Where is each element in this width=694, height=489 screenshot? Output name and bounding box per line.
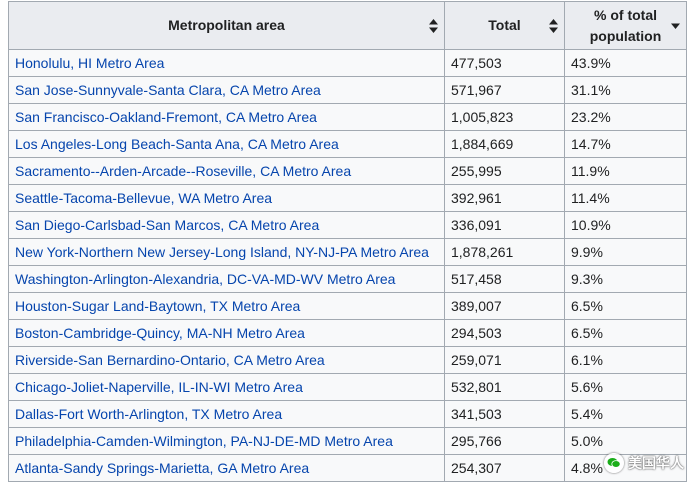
cell-metro-area: Dallas-Fort Worth-Arlington, TX Metro Ar…	[8, 400, 445, 428]
cell-percent: 23.2%	[564, 103, 687, 131]
table-row: Los Angeles-Long Beach-Santa Ana, CA Met…	[8, 130, 687, 158]
cell-percent: 5.0%	[564, 427, 687, 455]
cell-total: 294,503	[444, 319, 565, 347]
table-row: Riverside-San Bernardino-Ontario, CA Met…	[8, 346, 687, 374]
cell-total: 1,005,823	[444, 103, 565, 131]
metro-area-link[interactable]: Houston-Sugar Land-Baytown, TX Metro Are…	[15, 298, 301, 314]
cell-total: 532,801	[444, 373, 565, 401]
table-header-row: Metropolitan area Total % of total popul…	[8, 1, 687, 50]
table-row: San Francisco-Oakland-Fremont, CA Metro …	[8, 103, 687, 131]
cell-metro-area: Chicago-Joliet-Naperville, IL-IN-WI Metr…	[8, 373, 445, 401]
cell-total: 295,766	[444, 427, 565, 455]
sort-both-icon[interactable]	[429, 18, 438, 33]
table-row: San Jose-Sunnyvale-Santa Clara, CA Metro…	[8, 76, 687, 104]
cell-metro-area: Sacramento--Arden-Arcade--Roseville, CA …	[8, 157, 445, 185]
cell-percent: 4.8%	[564, 454, 687, 482]
cell-metro-area: Honolulu, HI Metro Area	[8, 49, 445, 77]
cell-metro-area: New York-Northern New Jersey-Long Island…	[8, 238, 445, 266]
metro-area-link[interactable]: Honolulu, HI Metro Area	[15, 55, 165, 71]
cell-total: 254,307	[444, 454, 565, 482]
cell-metro-area: San Jose-Sunnyvale-Santa Clara, CA Metro…	[8, 76, 445, 104]
cell-percent: 9.9%	[564, 238, 687, 266]
cell-percent: 10.9%	[564, 211, 687, 239]
cell-total: 1,884,669	[444, 130, 565, 158]
metro-area-link[interactable]: Riverside-San Bernardino-Ontario, CA Met…	[15, 352, 325, 368]
metro-area-link[interactable]: Los Angeles-Long Beach-Santa Ana, CA Met…	[15, 136, 339, 152]
cell-total: 1,878,261	[444, 238, 565, 266]
cell-percent: 6.5%	[564, 292, 687, 320]
metro-area-link[interactable]: San Francisco-Oakland-Fremont, CA Metro …	[15, 109, 317, 125]
cell-percent: 5.6%	[564, 373, 687, 401]
cell-percent: 43.9%	[564, 49, 687, 77]
cell-total: 477,503	[444, 49, 565, 77]
cell-metro-area: Houston-Sugar Land-Baytown, TX Metro Are…	[8, 292, 445, 320]
cell-percent: 9.3%	[564, 265, 687, 293]
table-row: Boston-Cambridge-Quincy, MA-NH Metro Are…	[8, 319, 687, 347]
cell-percent: 11.9%	[564, 157, 687, 185]
cell-total: 255,995	[444, 157, 565, 185]
cell-total: 392,961	[444, 184, 565, 212]
header-percent-of-total-label: % of total population	[589, 6, 662, 44]
watermark-text: 美国华人	[628, 455, 684, 471]
cell-total: 336,091	[444, 211, 565, 239]
cell-total: 571,967	[444, 76, 565, 104]
cell-percent: 31.1%	[564, 76, 687, 104]
table-row: New York-Northern New Jersey-Long Island…	[8, 238, 687, 266]
cell-percent: 11.4%	[564, 184, 687, 212]
cell-metro-area: Philadelphia-Camden-Wilmington, PA-NJ-DE…	[8, 427, 445, 455]
table-row: Honolulu, HI Metro Area 477,503 43.9%	[8, 49, 687, 77]
table-body: Honolulu, HI Metro Area 477,503 43.9% San J…	[8, 49, 687, 482]
cell-metro-area: San Diego-Carlsbad-San Marcos, CA Metro …	[8, 211, 445, 239]
metro-area-link[interactable]: Chicago-Joliet-Naperville, IL-IN-WI Metr…	[15, 379, 303, 395]
table-row: Washington-Arlington-Alexandria, DC-VA-M…	[8, 265, 687, 293]
metro-area-link[interactable]: Philadelphia-Camden-Wilmington, PA-NJ-DE…	[15, 433, 393, 449]
table-row: Atlanta-Sandy Springs-Marietta, GA Metro…	[8, 454, 687, 482]
cell-percent: 14.7%	[564, 130, 687, 158]
cell-percent: 6.1%	[564, 346, 687, 374]
metro-area-link[interactable]: New York-Northern New Jersey-Long Island…	[15, 244, 429, 260]
table-row: Seattle-Tacoma-Bellevue, WA Metro Area 39…	[8, 184, 687, 212]
wechat-logo-icon	[604, 453, 624, 473]
cell-metro-area: Atlanta-Sandy Springs-Marietta, GA Metro…	[8, 454, 445, 482]
header-total[interactable]: Total	[444, 1, 565, 50]
cell-percent: 5.4%	[564, 400, 687, 428]
cell-total: 259,071	[444, 346, 565, 374]
table-row: Philadelphia-Camden-Wilmington, PA-NJ-DE…	[8, 427, 687, 455]
watermark: 美国华人	[604, 453, 684, 473]
metro-area-link[interactable]: Atlanta-Sandy Springs-Marietta, GA Metro…	[15, 460, 310, 476]
table-row: San Diego-Carlsbad-San Marcos, CA Metro …	[8, 211, 687, 239]
header-total-label: Total	[488, 17, 521, 33]
sort-down-icon[interactable]	[671, 19, 680, 33]
table-row: Sacramento--Arden-Arcade--Roseville, CA …	[8, 157, 687, 185]
metro-area-link[interactable]: Dallas-Fort Worth-Arlington, TX Metro Ar…	[15, 406, 283, 422]
sort-both-icon[interactable]	[549, 18, 558, 33]
cell-metro-area: Washington-Arlington-Alexandria, DC-VA-M…	[8, 265, 445, 293]
table-row: Houston-Sugar Land-Baytown, TX Metro Are…	[8, 292, 687, 320]
metro-area-link[interactable]: San Diego-Carlsbad-San Marcos, CA Metro …	[15, 217, 320, 233]
cell-percent: 6.5%	[564, 319, 687, 347]
metro-area-link[interactable]: Sacramento--Arden-Arcade--Roseville, CA …	[15, 163, 352, 179]
table-row: Dallas-Fort Worth-Arlington, TX Metro Ar…	[8, 400, 687, 428]
cell-metro-area: Los Angeles-Long Beach-Santa Ana, CA Met…	[8, 130, 445, 158]
metro-area-link[interactable]: Washington-Arlington-Alexandria, DC-VA-M…	[15, 271, 396, 287]
cell-metro-area: Seattle-Tacoma-Bellevue, WA Metro Area	[8, 184, 445, 212]
table-row: Chicago-Joliet-Naperville, IL-IN-WI Metr…	[8, 373, 687, 401]
header-percent-of-total[interactable]: % of total population	[564, 1, 687, 50]
cell-total: 341,503	[444, 400, 565, 428]
cell-total: 389,007	[444, 292, 565, 320]
metro-area-table: Metropolitan area Total % of total popul…	[8, 1, 687, 482]
metro-area-link[interactable]: San Jose-Sunnyvale-Santa Clara, CA Metro…	[15, 82, 321, 98]
header-metropolitan-area[interactable]: Metropolitan area	[8, 1, 445, 50]
header-metropolitan-area-label: Metropolitan area	[168, 17, 285, 33]
cell-metro-area: San Francisco-Oakland-Fremont, CA Metro …	[8, 103, 445, 131]
metro-area-link[interactable]: Seattle-Tacoma-Bellevue, WA Metro Area	[15, 190, 273, 206]
cell-metro-area: Riverside-San Bernardino-Ontario, CA Met…	[8, 346, 445, 374]
metro-area-link[interactable]: Boston-Cambridge-Quincy, MA-NH Metro Are…	[15, 325, 305, 341]
cell-total: 517,458	[444, 265, 565, 293]
cell-metro-area: Boston-Cambridge-Quincy, MA-NH Metro Are…	[8, 319, 445, 347]
